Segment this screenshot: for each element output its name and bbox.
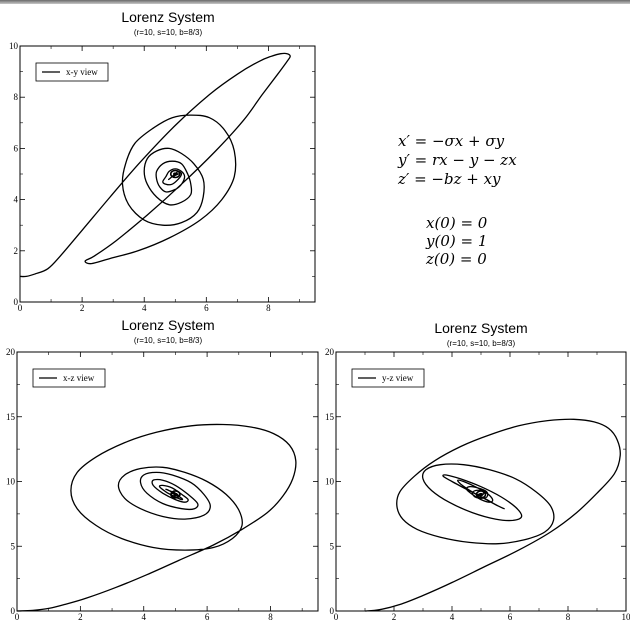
- initial-z: z(0) = 0: [426, 250, 487, 268]
- attractor-core: [170, 490, 181, 499]
- legend-box: [35, 62, 109, 82]
- legend-label: x-y view: [66, 67, 98, 77]
- x-tick-label: 6: [508, 612, 513, 622]
- legend: y-z view: [351, 368, 425, 388]
- y-tick-label: 10: [325, 477, 335, 487]
- legend: x-z view: [32, 368, 106, 388]
- chart-1: Lorenz System (r=10, s=10, b=8/3) 0 2 4 6 8 0 2 4…: [9, 9, 316, 313]
- y-tick-label: 15: [325, 412, 335, 422]
- legend-box: [351, 368, 425, 388]
- y-tick-label: 5: [11, 541, 16, 551]
- x-tick-label: 4: [450, 612, 455, 622]
- y-tick-label: 0: [11, 606, 16, 616]
- y-tick-label: 20: [325, 347, 335, 357]
- x-tick-label: 4: [141, 612, 146, 622]
- y-tick-label: 10: [6, 477, 16, 487]
- chart-subtitle: (r=10, s=10, b=8/3): [447, 339, 516, 348]
- x-tick-label: 0: [18, 303, 23, 313]
- initial-y: y(0) = 1: [426, 232, 488, 250]
- x-tick-label: 2: [80, 303, 85, 313]
- x-tick-label: 2: [78, 612, 83, 622]
- y-tick-label: 10: [9, 41, 19, 51]
- series-line-1: [19, 52, 291, 278]
- x-tick-label: 8: [566, 612, 571, 622]
- legend-label: y-z view: [382, 373, 414, 383]
- window-title-bar: [0, 0, 630, 4]
- y-tick-label: 8: [14, 92, 19, 102]
- chart-2: Lorenz System (r=10, s=10, b=8/3) 0 2 4 6 8 0 5 1…: [6, 317, 319, 622]
- x-tick-label: 0: [15, 612, 20, 622]
- series-line-1: [364, 418, 621, 612]
- y-tick-label: 4: [14, 195, 19, 205]
- x-tick-label: 8: [266, 303, 271, 313]
- chart-3: Lorenz System (r=10, s=10, b=8/3) 0 2 4 6 8 10 0…: [325, 320, 630, 622]
- y-tick-label: 5: [330, 541, 335, 551]
- chart-title: Lorenz System: [121, 9, 214, 25]
- x-tick-label: 6: [204, 303, 209, 313]
- y-tick-label: 6: [14, 143, 19, 153]
- x-tick-label: 2: [392, 612, 397, 622]
- equation-y: y′ = rx − y − zx: [398, 151, 517, 169]
- chart-subtitle: (r=10, s=10, b=8/3): [134, 28, 203, 37]
- legend-box: [32, 368, 106, 388]
- attractor-center: [478, 492, 484, 497]
- x-tick-label: 10: [622, 612, 630, 622]
- equation-x: x′ = −σx + σy: [398, 132, 505, 150]
- legend-label: x-z view: [63, 373, 95, 383]
- initial-x: x(0) = 0: [426, 214, 488, 232]
- attractor-center: [173, 492, 178, 497]
- attractor-core: [169, 169, 181, 179]
- x-tick-label: 4: [142, 303, 147, 313]
- x-tick-label: 8: [268, 612, 273, 622]
- y-tick-label: 15: [6, 412, 16, 422]
- equation-z: z′ = −bz + xy: [398, 170, 501, 188]
- chart-title: Lorenz System: [121, 317, 214, 333]
- x-tick-label: 0: [334, 612, 339, 622]
- y-tick-label: 0: [14, 297, 19, 307]
- series-line-1: [16, 423, 297, 612]
- y-tick-label: 2: [14, 246, 19, 256]
- y-tick-label: 20: [6, 347, 16, 357]
- plot-frame: [335, 351, 627, 612]
- chart-subtitle: (r=10, s=10, b=8/3): [134, 336, 203, 345]
- legend: x-y view: [35, 62, 109, 82]
- attractor-center: [173, 172, 178, 176]
- x-tick-label: 6: [205, 612, 210, 622]
- y-tick-label: 0: [330, 606, 335, 616]
- chart-title: Lorenz System: [434, 320, 527, 336]
- attractor-core: [475, 490, 487, 499]
